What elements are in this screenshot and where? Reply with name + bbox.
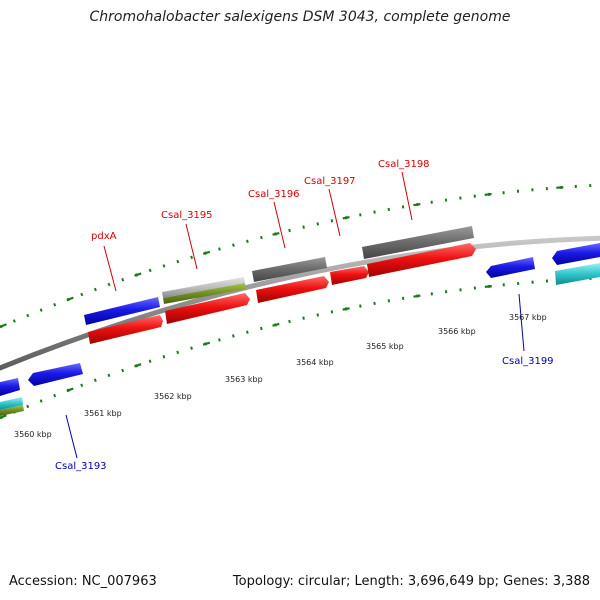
map-title: Chromohalobacter salexigens DSM 3043, co… (89, 9, 511, 25)
outer-tick-ring (0, 183, 600, 329)
scale-labels: 3560 kbp 3561 kbp 3562 kbp 3563 kbp 3564… (14, 313, 547, 439)
leader-csal-3196 (273, 201, 286, 249)
gene-csal-3195-outer[interactable] (162, 277, 245, 298)
gene-right-edge-blue[interactable] (552, 243, 600, 265)
gene-left-edge-cyan[interactable] (0, 397, 23, 410)
gene-csal-3193[interactable] (28, 363, 83, 386)
gene-csal-3198-inner[interactable] (367, 243, 476, 277)
scale-label: 3562 kbp (154, 392, 192, 401)
gene-label[interactable]: Csal_3196 (248, 189, 300, 200)
gene-label[interactable]: pdxA (91, 231, 117, 242)
gene-csal-3198-outer[interactable] (362, 226, 474, 259)
scale-label: 3561 kbp (84, 409, 122, 418)
scale-label: 3567 kbp (509, 313, 547, 322)
leader-csal-3199 (518, 293, 525, 352)
genome-backbone (0, 235, 600, 371)
gene-label[interactable]: Csal_3197 (304, 176, 356, 187)
leader-csal-3195 (185, 223, 198, 270)
gene-left-edge-olive[interactable] (0, 405, 24, 416)
gene-csal-3197-inner[interactable] (330, 266, 369, 285)
scale-label: 3563 kbp (225, 375, 263, 384)
label-leaders (65, 171, 525, 459)
gene-pdxA-outer[interactable] (84, 297, 160, 325)
gene-label[interactable]: Csal_3198 (378, 159, 430, 170)
gene-csal-3196-outer[interactable] (252, 257, 327, 282)
outer-major-ticks (0, 183, 600, 329)
inner-major-ticks (0, 276, 600, 420)
genome-summary: Topology: circular; Length: 3,696,649 bp… (232, 574, 590, 589)
gene-csal-3199[interactable] (486, 257, 535, 278)
scale-label: 3560 kbp (14, 430, 52, 439)
gene-right-edge-cyan[interactable] (555, 263, 600, 285)
reverse-genes (0, 243, 600, 416)
gene-labels: pdxA Csal_3195 Csal_3196 Csal_3197 Csal_… (55, 159, 554, 472)
gene-label[interactable]: Csal_3199 (502, 356, 554, 367)
leader-pdxA (103, 245, 117, 292)
outer-minor-ticks (0, 183, 600, 329)
forward-genes-outer (84, 226, 474, 325)
leader-csal-3197 (328, 188, 341, 237)
accession-label: Accession: NC_007963 (9, 574, 157, 589)
gene-label[interactable]: Csal_3195 (161, 210, 213, 221)
scale-label: 3566 kbp (438, 327, 476, 336)
gene-label[interactable]: Csal_3193 (55, 461, 107, 472)
inner-minor-ticks (0, 276, 600, 420)
gene-left-edge-blue[interactable] (0, 378, 20, 396)
gene-csal-3195-olive[interactable] (163, 283, 246, 304)
scale-label: 3564 kbp (296, 358, 334, 367)
inner-tick-ring (0, 276, 600, 420)
leader-csal-3193 (65, 414, 78, 459)
scale-label: 3565 kbp (366, 342, 404, 351)
gene-pdxA-inner[interactable] (88, 315, 163, 344)
leader-csal-3198 (401, 171, 413, 221)
forward-genes-inner (88, 243, 476, 344)
gene-csal-3196-inner[interactable] (256, 276, 329, 303)
gene-csal-3195-inner[interactable] (165, 293, 250, 324)
